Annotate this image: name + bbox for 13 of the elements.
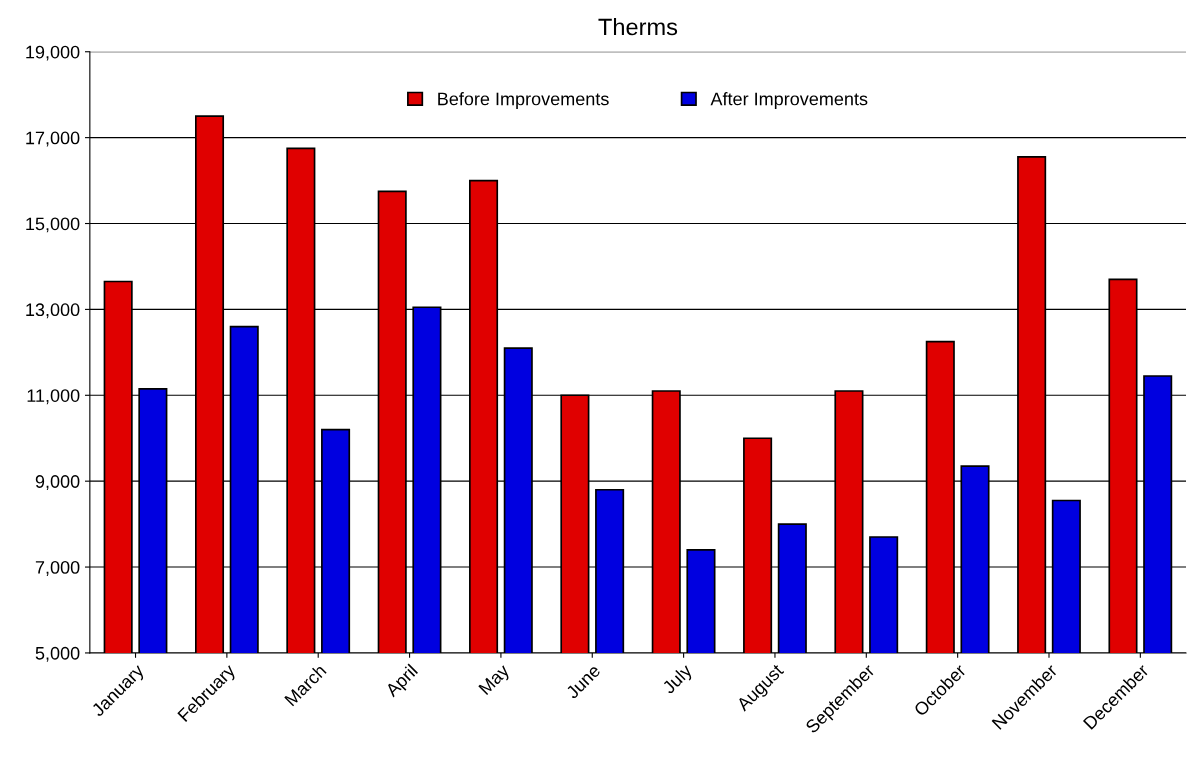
y-tick-label: 11,000 xyxy=(27,389,80,405)
y-tick-label: 17,000 xyxy=(26,131,80,147)
y-tick-label: 9,000 xyxy=(35,475,80,491)
x-tick-label: July xyxy=(661,662,696,698)
y-tick-label: 19,000 xyxy=(26,45,80,61)
y-tick-label: 5,000 xyxy=(35,646,80,662)
legend-label: After Improvements xyxy=(710,92,868,109)
x-tick-label: May xyxy=(478,663,513,698)
y-tick-label: 7,000 xyxy=(35,560,80,576)
y-tick-label: 13,000 xyxy=(26,303,80,319)
y-tick-label: 15,000 xyxy=(26,217,80,233)
chart-title: Therms xyxy=(598,17,678,36)
legend-label: Before Improvements xyxy=(438,92,609,109)
